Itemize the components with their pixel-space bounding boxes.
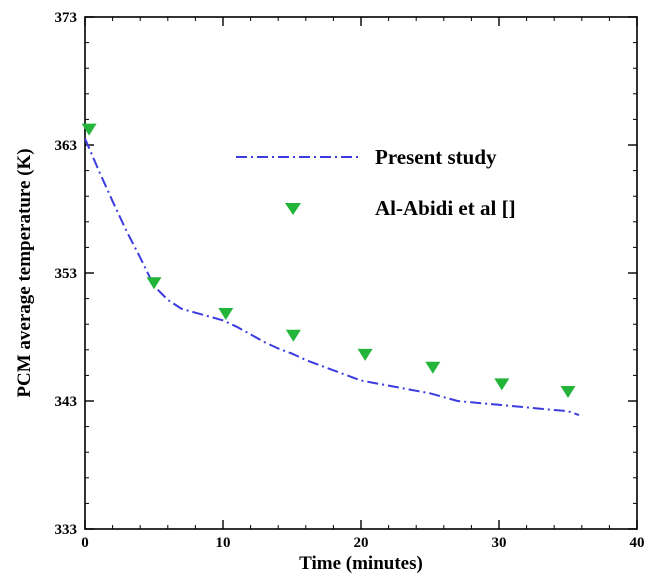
x-tick-label: 20 xyxy=(354,535,369,551)
al-abidi-marker xyxy=(560,386,576,398)
al-abidi-marker xyxy=(425,361,441,374)
plot-frame xyxy=(84,16,638,530)
axis-tick-labels: 0 10 20 30 40 333 343 353 363 373 xyxy=(55,10,645,551)
al-abidi-marker xyxy=(494,378,510,391)
x-tick-label: 40 xyxy=(630,535,645,551)
al-abidi-marker xyxy=(81,123,97,136)
x-tick-label: 30 xyxy=(492,535,507,551)
al-abidi-marker xyxy=(146,277,162,290)
legend-label-al-abidi: Al-Abidi et al [] xyxy=(375,196,516,220)
present-study-line xyxy=(84,138,580,417)
y-tick-label: 343 xyxy=(55,394,78,410)
y-axis-title: PCM average temperature (K) xyxy=(14,148,35,397)
y-tick-label: 353 xyxy=(55,266,78,282)
x-tick-label: 0 xyxy=(81,535,89,551)
x-axis-title: Time (minutes) xyxy=(299,553,423,574)
legend: Present study Al-Abidi et al [] xyxy=(236,145,516,220)
al-abidi-marker xyxy=(285,329,301,342)
legend-marker-triangle xyxy=(285,203,301,215)
legend-label-present-study: Present study xyxy=(375,145,497,169)
al-abidi-marker xyxy=(218,308,234,320)
axis-ticks xyxy=(84,16,638,530)
al-abidi-markers xyxy=(81,123,576,398)
y-tick-label: 333 xyxy=(55,522,78,538)
al-abidi-marker xyxy=(357,348,373,361)
y-tick-label: 363 xyxy=(55,138,78,154)
x-tick-label: 10 xyxy=(216,535,231,551)
y-tick-label: 373 xyxy=(55,10,78,26)
